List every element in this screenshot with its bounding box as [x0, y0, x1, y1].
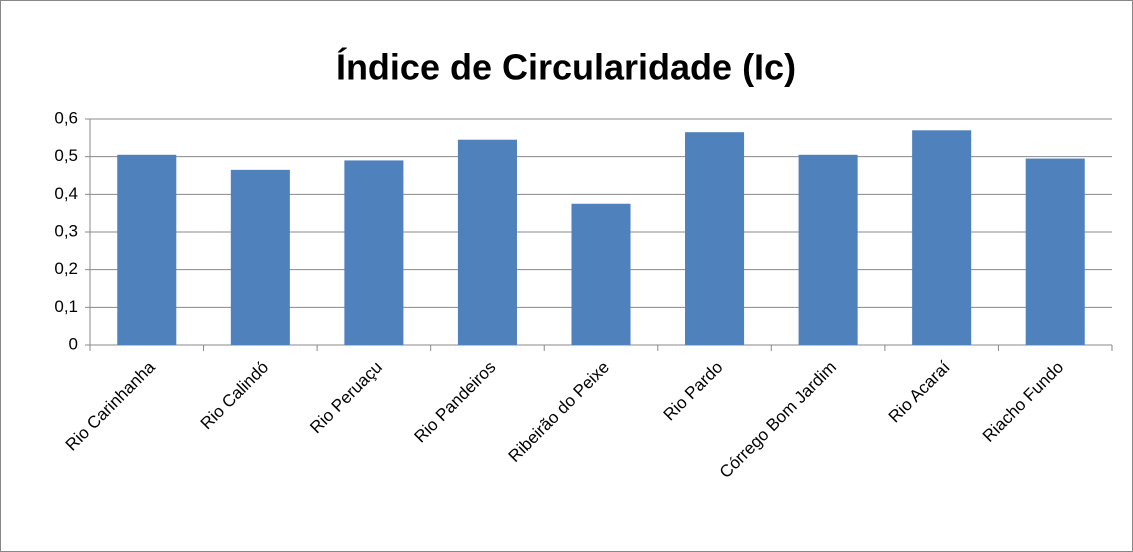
y-tick-label: 0,5 [54, 146, 78, 165]
y-tick-label: 0,2 [54, 259, 78, 278]
bar [1025, 158, 1085, 345]
bar [230, 169, 290, 345]
bar [571, 203, 631, 345]
bar [457, 139, 517, 345]
y-tick-label: 0 [69, 334, 78, 353]
bar [912, 130, 972, 345]
chart-title: Índice de Circularidade (Ic) [336, 47, 796, 88]
y-tick-label: 0,3 [54, 221, 78, 240]
bar [798, 154, 858, 345]
y-tick-label: 0,6 [54, 108, 78, 127]
bar [344, 160, 404, 345]
y-tick-label: 0,4 [54, 184, 78, 203]
y-tick-label: 0,1 [54, 297, 78, 316]
bar [685, 132, 745, 345]
bar [117, 154, 177, 345]
